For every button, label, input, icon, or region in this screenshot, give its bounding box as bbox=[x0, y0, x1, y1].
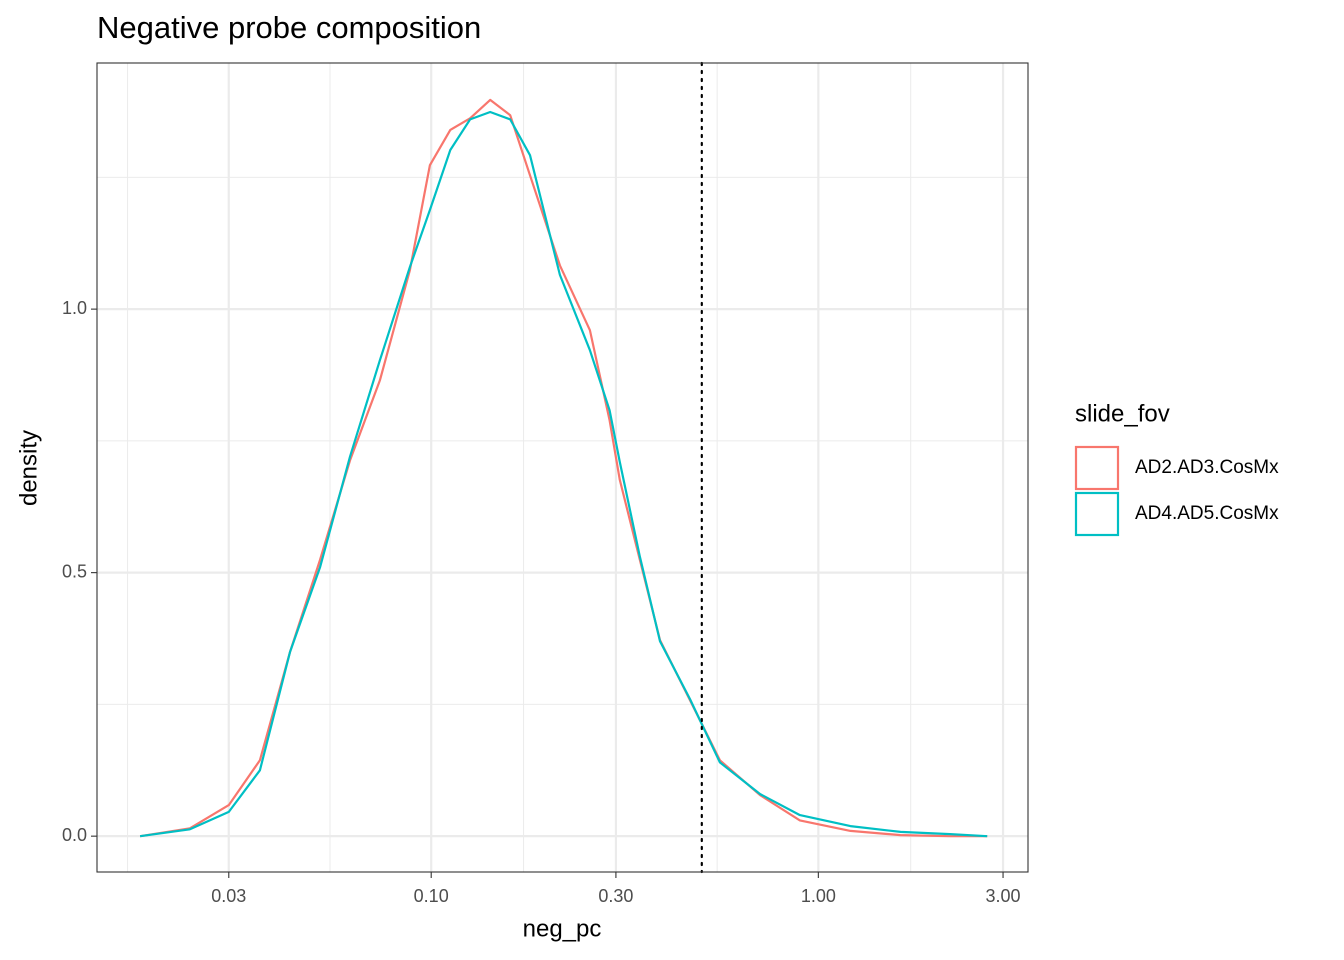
chart-title: Negative probe composition bbox=[97, 10, 481, 45]
y-tick-label: 0.0 bbox=[62, 825, 87, 845]
x-tick-label: 0.10 bbox=[414, 886, 449, 906]
legend-label: AD4.AD5.CosMx bbox=[1135, 503, 1279, 524]
plot-border bbox=[96, 62, 1029, 873]
density-line bbox=[139, 98, 988, 838]
legend-title: slide_fov bbox=[1075, 400, 1170, 427]
y-tick-label: 0.5 bbox=[62, 561, 87, 581]
x-tick-label: 0.03 bbox=[211, 886, 246, 906]
density-line bbox=[139, 110, 988, 838]
x-tick-label: 0.30 bbox=[598, 886, 633, 906]
y-axis-title: density bbox=[15, 430, 42, 506]
legend-key bbox=[1074, 491, 1120, 537]
legend-label: AD2.AD3.CosMx bbox=[1135, 457, 1279, 478]
x-axis-title: neg_pc bbox=[523, 915, 602, 942]
x-tick-label: 1.00 bbox=[801, 886, 836, 906]
x-tick-label: 3.00 bbox=[986, 886, 1021, 906]
y-tick-label: 1.0 bbox=[62, 298, 87, 318]
plot-background bbox=[97, 63, 1028, 872]
legend-key bbox=[1074, 445, 1120, 491]
